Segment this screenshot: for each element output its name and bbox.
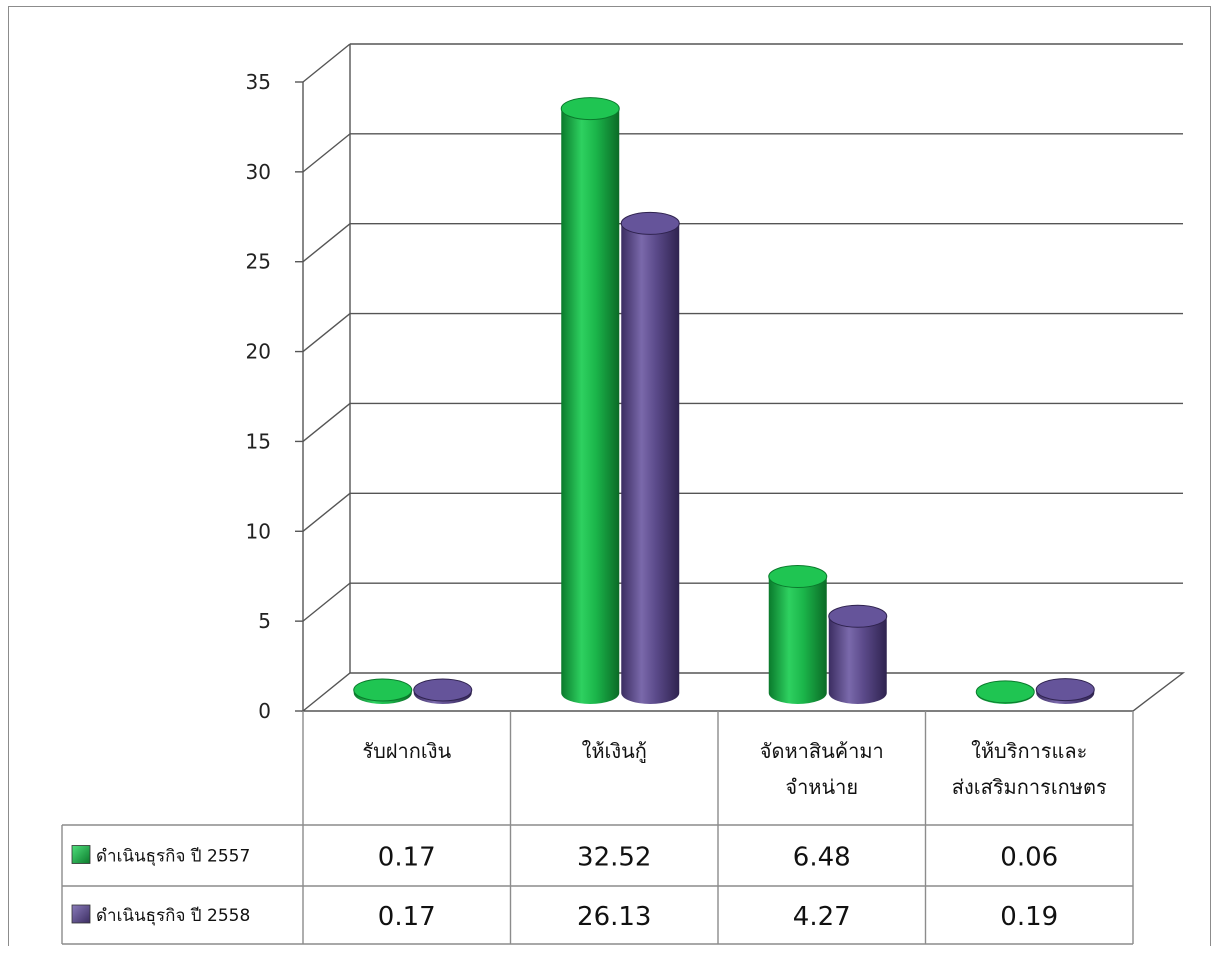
- data-label: 0.17: [378, 902, 436, 932]
- chart-floor: [301, 672, 1186, 712]
- bar-top: [1035, 678, 1095, 702]
- gridline-side: [302, 133, 351, 173]
- y-tick-label: 25: [246, 250, 271, 274]
- legend-swatch: [71, 904, 91, 924]
- bar: [975, 680, 1035, 704]
- bar-body: [768, 576, 827, 704]
- bar-top: [975, 680, 1035, 704]
- data-label: 6.48: [793, 843, 851, 873]
- bar-top: [768, 565, 828, 589]
- y-tick-label: 30: [246, 160, 271, 184]
- bar: [620, 211, 680, 705]
- y-axis: 0 5 10 15 20 25 30 35: [246, 44, 1186, 723]
- gridline-side: [302, 402, 351, 442]
- category-label: จัดหาสินค้ามา: [760, 739, 884, 763]
- data-table: รับฝากเงิน ให้เงินกู้ จัดหาสินค้ามาจำหน่าย…: [61, 711, 1134, 945]
- y-tick-label: 35: [246, 70, 271, 94]
- data-label: 0.19: [1000, 902, 1058, 932]
- bar-top: [828, 604, 888, 628]
- gridline-side: [302, 313, 351, 353]
- bar-body: [621, 223, 680, 705]
- category-label: รับฝากเงิน: [362, 739, 451, 763]
- gridline-side: [302, 43, 351, 83]
- category-label: ให้เงินกู้: [582, 739, 647, 764]
- bar-top: [353, 678, 413, 702]
- y-tick-label: 0: [258, 699, 271, 723]
- data-label: 0.06: [1000, 843, 1058, 873]
- y-tick-label: 5: [258, 609, 271, 633]
- legend-label: ดำเนินธุรกิจ ปี 2558: [96, 906, 250, 926]
- bar: [560, 97, 620, 704]
- bar-body: [561, 108, 620, 704]
- gridline-side: [302, 582, 351, 622]
- data-label: 0.17: [378, 843, 436, 873]
- gridline-side: [302, 492, 351, 532]
- bar: [768, 565, 828, 704]
- bar-top: [620, 211, 680, 235]
- bar: [1035, 678, 1095, 704]
- category-label: ให้บริการและ: [971, 739, 1087, 763]
- gridline-side: [302, 223, 351, 263]
- category-label: จำหน่าย: [785, 775, 858, 799]
- legend-label: ดำเนินธุรกิจ ปี 2557: [96, 847, 250, 867]
- data-label: 4.27: [793, 902, 851, 932]
- legend-swatch: [71, 845, 91, 864]
- y-tick-label: 10: [246, 519, 271, 543]
- data-label: 32.52: [577, 843, 651, 873]
- y-tick-label: 20: [246, 340, 271, 364]
- bars: [353, 97, 1095, 705]
- bar-top: [560, 97, 620, 121]
- y-tick-label: 15: [246, 429, 271, 453]
- data-label: 26.13: [577, 902, 651, 932]
- bar: [413, 678, 473, 704]
- bar: [828, 604, 888, 704]
- bar-top: [413, 678, 473, 702]
- bar: [353, 678, 413, 704]
- category-label: ส่งเสริมการเกษตร: [952, 775, 1107, 799]
- gridlines: [302, 43, 1183, 622]
- bar-body: [828, 616, 887, 704]
